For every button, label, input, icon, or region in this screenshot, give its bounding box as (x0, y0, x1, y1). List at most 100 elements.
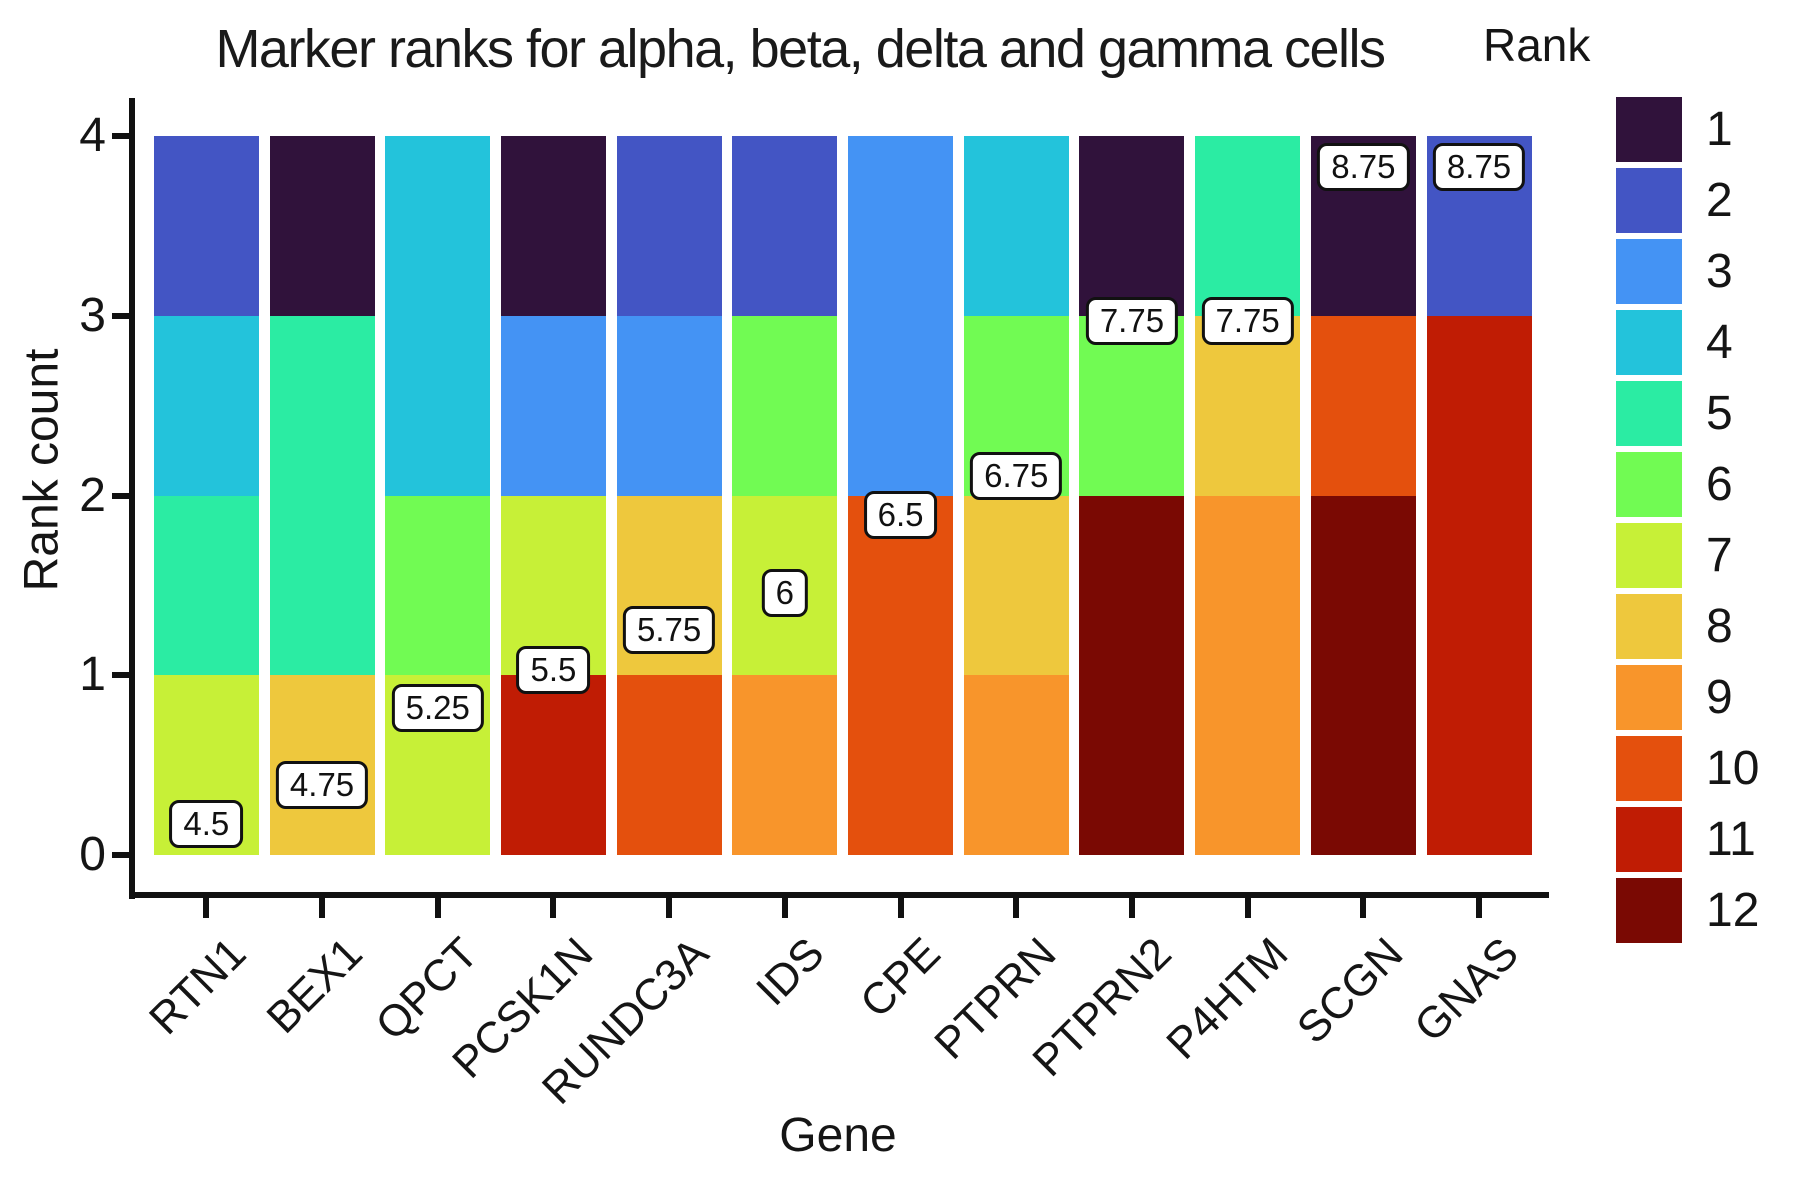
x-tick-label-SCGN: SCGN (1288, 928, 1413, 1054)
x-tick-label-IDS: IDS (747, 928, 835, 1016)
legend-label-rank-4: 4 (1706, 316, 1733, 369)
bar-RUNDC3A (616, 136, 722, 855)
bar-segment-PTPRN2-rank-6 (1079, 315, 1185, 496)
legend-label-rank-6: 6 (1706, 458, 1733, 511)
bar-value-label-PCSK1N: 5.5 (516, 645, 591, 694)
bar-segment-PCSK1N-rank-11 (500, 675, 606, 855)
bar-PCSK1N (500, 136, 606, 855)
bar-segment-PCSK1N-rank-1 (500, 136, 606, 316)
legend-label-rank-11: 11 (1706, 813, 1756, 866)
y-tick-4 (112, 133, 129, 139)
legend-swatch-rank-3 (1616, 239, 1682, 304)
bar-value-label-CPE: 6.5 (863, 491, 938, 540)
bar-segment-IDS-rank-2 (732, 136, 838, 316)
y-tick-0 (112, 852, 129, 858)
bar-segment-PTPRN2-rank-12 (1079, 675, 1185, 855)
bar-segment-CPE-rank-3 (848, 136, 954, 316)
bar-segment-P4HTM-rank-9 (1195, 495, 1301, 676)
legend: Rank 1 2 3 4 5 6 7 8 9 10 11 12 (1483, 18, 1800, 978)
y-tick-label-2: 2 (79, 468, 106, 522)
bar-segment-P4HTM-rank-9 (1195, 675, 1301, 855)
legend-label-rank-12: 12 (1706, 884, 1760, 937)
y-tick-label-4: 4 (79, 109, 106, 162)
bar-segment-RUNDC3A-rank-2 (616, 136, 722, 316)
bar-segment-PTPRN-rank-4 (963, 136, 1069, 316)
legend-label-rank-8: 8 (1706, 600, 1733, 653)
bar-segment-QPCT-rank-4 (385, 315, 491, 496)
x-tick-GNAS (1476, 898, 1483, 918)
legend-swatch-rank-10 (1616, 736, 1682, 801)
bar-segment-IDS-rank-9 (732, 675, 838, 855)
bar-segment-PTPRN2-rank-12 (1079, 495, 1185, 676)
x-tick-P4HTM (1244, 898, 1251, 918)
legend-label-rank-10: 10 (1706, 742, 1760, 795)
x-axis-title: Gene (779, 1109, 897, 1162)
legend-label-rank-1: 1 (1706, 103, 1733, 156)
bar-segment-CPE-rank-10 (848, 675, 954, 855)
bar-value-label-BEX1: 4.75 (275, 760, 369, 809)
legend-label-rank-7: 7 (1706, 529, 1733, 582)
bar-segment-PTPRN-rank-9 (963, 675, 1069, 855)
bar-segment-P4HTM-rank-8 (1195, 315, 1301, 496)
x-tick-label-CPE: CPE (851, 928, 950, 1028)
legend-label-rank-2: 2 (1706, 174, 1733, 227)
bar-segment-CPE-rank-3 (848, 315, 954, 496)
legend-swatch-rank-5 (1616, 381, 1682, 446)
legend-swatch-rank-8 (1616, 594, 1682, 659)
bar-BEX1 (269, 136, 375, 855)
x-axis-spine (129, 892, 1549, 898)
y-tick-1 (112, 672, 129, 679)
bar-segment-GNAS-rank-11 (1426, 495, 1532, 676)
chart-title: Marker ranks for alpha, beta, delta and … (215, 19, 1386, 79)
x-tick-PCSK1N (550, 898, 557, 918)
legend-swatch-rank-6 (1616, 452, 1682, 517)
bar-value-label-RTN1: 4.5 (169, 800, 244, 849)
x-tick-label-P4HTM: P4HTM (1156, 928, 1297, 1069)
y-tick-3 (112, 312, 129, 319)
legend-swatch-rank-7 (1616, 523, 1682, 588)
bar-value-label-QPCT: 5.25 (391, 683, 484, 732)
bar-segment-P4HTM-rank-5 (1195, 136, 1301, 316)
bar-value-label-GNAS: 8.75 (1432, 142, 1526, 191)
y-tick-label-0: 0 (79, 828, 106, 881)
bar-IDS (732, 136, 838, 855)
legend-swatch-rank-12 (1616, 878, 1682, 943)
bar-value-label-PTPRN: 6.75 (970, 451, 1063, 500)
bar-RTN1 (153, 136, 259, 855)
x-tick-RTN1 (203, 898, 210, 918)
legend-swatch-rank-2 (1616, 168, 1682, 233)
legend-swatch-rank-11 (1616, 807, 1682, 872)
bar-SCGN (1310, 136, 1416, 855)
bar-segment-PCSK1N-rank-3 (500, 315, 606, 496)
x-tick-BEX1 (319, 898, 326, 918)
y-tick-label-3: 3 (79, 288, 106, 342)
bar-segment-BEX1-rank-1 (269, 136, 375, 316)
bar-value-label-RUNDC3A: 5.75 (623, 606, 716, 655)
legend-swatch-rank-1 (1616, 97, 1682, 162)
x-tick-RUNDC3A (666, 898, 673, 918)
legend-label-rank-5: 5 (1706, 387, 1733, 440)
bar-segment-RTN1-rank-5 (153, 495, 259, 676)
legend-title: Rank (1483, 19, 1591, 71)
bar-P4HTM (1195, 136, 1301, 855)
x-tick-CPE (897, 898, 904, 918)
bar-segment-PTPRN2-rank-1 (1079, 136, 1185, 316)
y-tick-label-1: 1 (79, 648, 106, 702)
bar-QPCT (385, 136, 491, 855)
legend-swatch-rank-9 (1616, 665, 1682, 730)
bar-segment-BEX1-rank-5 (269, 315, 375, 496)
y-tick-2 (112, 492, 129, 499)
bar-segment-QPCT-rank-6 (385, 495, 491, 676)
bar-segment-SCGN-rank-12 (1310, 675, 1416, 855)
bar-value-label-IDS: 6 (761, 568, 809, 617)
x-tick-label-BEX1: BEX1 (257, 928, 372, 1043)
x-tick-PTPRN (1013, 898, 1020, 918)
bar-segment-RTN1-rank-4 (153, 315, 259, 496)
bar-segment-GNAS-rank-11 (1426, 315, 1532, 496)
bar-segment-PCSK1N-rank-7 (500, 495, 606, 676)
x-tick-label-RTN1: RTN1 (140, 928, 256, 1044)
x-tick-PTPRN2 (1128, 898, 1135, 918)
bar-value-label-PTPRN2: 7.75 (1085, 297, 1179, 346)
x-tick-QPCT (434, 898, 441, 918)
